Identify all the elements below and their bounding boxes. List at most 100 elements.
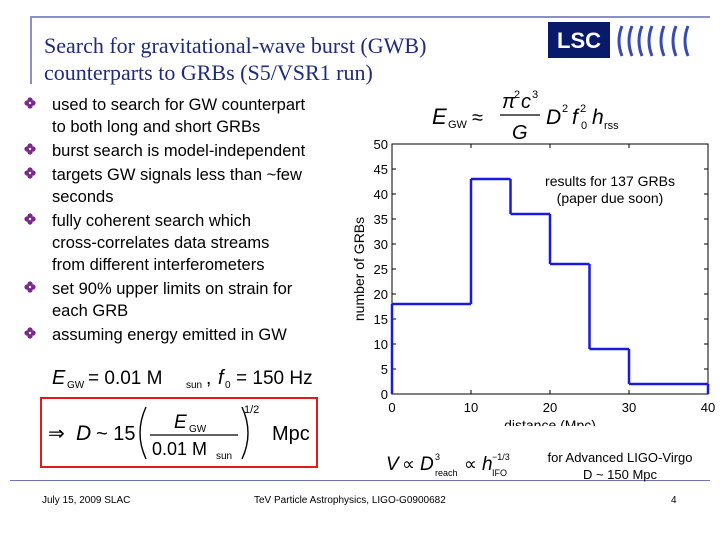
volume-prop: ∝	[402, 454, 415, 474]
bullet-line: from different interferometers	[52, 256, 265, 274]
volume-d: D	[420, 454, 434, 475]
grb-distance-histogram: 0 5 10 15 20 25 30 35 40 45 50 0 10 20 30 40 distance (…	[351, 137, 715, 426]
y-tick-label: 50	[374, 137, 388, 152]
y-tick-label: 25	[374, 262, 388, 277]
title-line-1: Search for gravitational-wave burst (GWB…	[44, 33, 427, 58]
formula-pi-sup: 2	[514, 89, 520, 101]
formula-g: G	[512, 122, 528, 144]
volume-v: V	[386, 454, 401, 475]
volume-h-sub: IFO	[492, 468, 507, 478]
lsc-logo: LSC	[548, 22, 690, 58]
bullet-item: fully coherent search which cross-correla…	[24, 210, 344, 276]
bullet-line: each GRB	[52, 302, 129, 320]
y-tick-label: 15	[374, 312, 388, 327]
formula-d: D	[546, 106, 561, 129]
assumption-comma: ,	[206, 368, 211, 389]
slide-frame-bottom	[10, 480, 710, 481]
distance-formula: ⇒ D ~ 15 E GW 0.01 M sun 1/2 Mpc	[48, 404, 310, 462]
volume-formula: V ∝ D 3 reach ∝ h −1/3 IFO	[386, 452, 510, 478]
logo-box	[548, 22, 610, 58]
clover-bullet-icon	[24, 281, 36, 293]
slide-title: Search for gravitational-wave burst (GWB…	[44, 32, 514, 86]
y-tick-label: 40	[374, 187, 388, 202]
y-tick-label: 0	[381, 387, 388, 402]
y-tick-label: 20	[374, 287, 388, 302]
distance-formula-box	[40, 397, 318, 468]
volume-h: h	[482, 454, 493, 475]
footer-date: July 15, 2009 SLAC	[42, 495, 131, 506]
bullet-line: set 90% upper limits on strain for	[52, 280, 293, 298]
bullet-item: set 90% upper limits on strain for each G…	[24, 278, 344, 322]
distance-arrow-icon: ⇒	[48, 423, 65, 445]
chart-y-label: number of GRBs	[351, 217, 367, 321]
clover-bullet-icon	[24, 213, 36, 225]
advanced-note-line-1: for Advanced LIGO-Virgo	[547, 450, 693, 465]
volume-d-sub: reach	[435, 468, 458, 478]
chart-x-label: distance (Mpc)	[504, 417, 596, 426]
paren-right-icon	[241, 406, 249, 460]
distance-sim: ~ 15	[96, 423, 135, 445]
bullet-line: to both long and short GRBs	[52, 118, 261, 136]
advanced-note-line-2: D ~ 150 Mpc	[582, 467, 658, 482]
bullet-item: burst search is model-independent	[24, 140, 344, 162]
results-note-line-2: (paper due soon)	[556, 190, 664, 206]
distance-exp: 1/2	[244, 404, 259, 416]
distance-den: 0.01 M	[152, 439, 207, 459]
formula-f-sub: 0	[581, 120, 587, 132]
results-note: results for 137 GRBs (paper due soon)	[528, 173, 692, 207]
assumption-f: f	[218, 367, 226, 389]
bullet-line: cross-correlates data streams	[52, 234, 270, 252]
x-tick-label: 40	[701, 400, 715, 415]
clover-bullet-icon	[24, 97, 36, 109]
formula-pi: π	[502, 91, 516, 113]
footer-center: TeV Particle Astrophysics, LIGO-G0900682	[254, 495, 446, 506]
bullet-line: targets GW signals less than ~few	[52, 166, 302, 184]
assumption-formula: E GW = 0.01 M sun , f 0 = 150 Hz	[52, 367, 313, 391]
clover-bullet-icon	[24, 167, 36, 179]
distance-d: D	[76, 422, 91, 445]
logo-waves-icon	[617, 25, 690, 57]
bullet-item: assuming energy emitted in GW	[24, 324, 344, 346]
y-tick-label: 45	[374, 162, 388, 177]
slide-frame-left	[30, 16, 32, 84]
bullet-line: burst search is model-independent	[52, 142, 306, 160]
assumption-e: E	[52, 367, 66, 389]
bullet-line: seconds	[52, 188, 114, 206]
formula-h-sub: rss	[604, 120, 619, 132]
distance-den-sub: sun	[216, 451, 232, 462]
y-tick-label: 5	[381, 362, 388, 377]
assumption-m-sub: sun	[186, 380, 202, 391]
formula-f: f	[572, 106, 580, 129]
bullet-item: targets GW signals less than ~few seconds	[24, 164, 344, 208]
slide-frame-top	[30, 16, 710, 18]
assumption-f-val: = 150 Hz	[236, 368, 313, 389]
clover-bullet-icon	[24, 327, 36, 339]
volume-prop2: ∝	[464, 454, 477, 474]
energy-formula-rhs: D 2 f 2 0 h rss	[546, 103, 619, 132]
advanced-note: for Advanced LIGO-Virgo D ~ 150 Mpc	[530, 449, 710, 483]
assumption-f-sub: 0	[225, 380, 231, 391]
bullet-line: used to search for GW counterpart	[52, 96, 306, 114]
x-tick-label: 30	[622, 400, 636, 415]
formula-f-sup: 2	[580, 103, 586, 115]
title-line-2: counterparts to GRBs (S5/VSR1 run)	[44, 60, 373, 85]
formula-h: h	[592, 106, 604, 129]
formula-e-sub: GW	[448, 119, 468, 131]
y-tick-label: 30	[374, 237, 388, 252]
x-tick-label: 20	[543, 400, 557, 415]
bullet-line: fully coherent search which	[52, 212, 252, 230]
bullet-list: used to search for GW counterpart to both…	[24, 94, 344, 348]
chart-bars	[390, 177, 710, 394]
y-tick-label: 10	[374, 337, 388, 352]
formula-c: c	[521, 91, 531, 113]
clover-bullet-icon	[24, 143, 36, 155]
formula-e: E	[432, 104, 447, 129]
y-tick-label: 35	[374, 212, 388, 227]
distance-unit: Mpc	[272, 423, 310, 445]
x-tick-label: 0	[388, 400, 395, 415]
energy-formula: E GW ≈ π 2 c 3 G	[432, 89, 540, 144]
bullet-item: used to search for GW counterpart to both…	[24, 94, 344, 138]
logo-text: LSC	[557, 28, 601, 53]
paren-left-icon	[139, 406, 147, 460]
formula-approx: ≈	[472, 107, 483, 129]
